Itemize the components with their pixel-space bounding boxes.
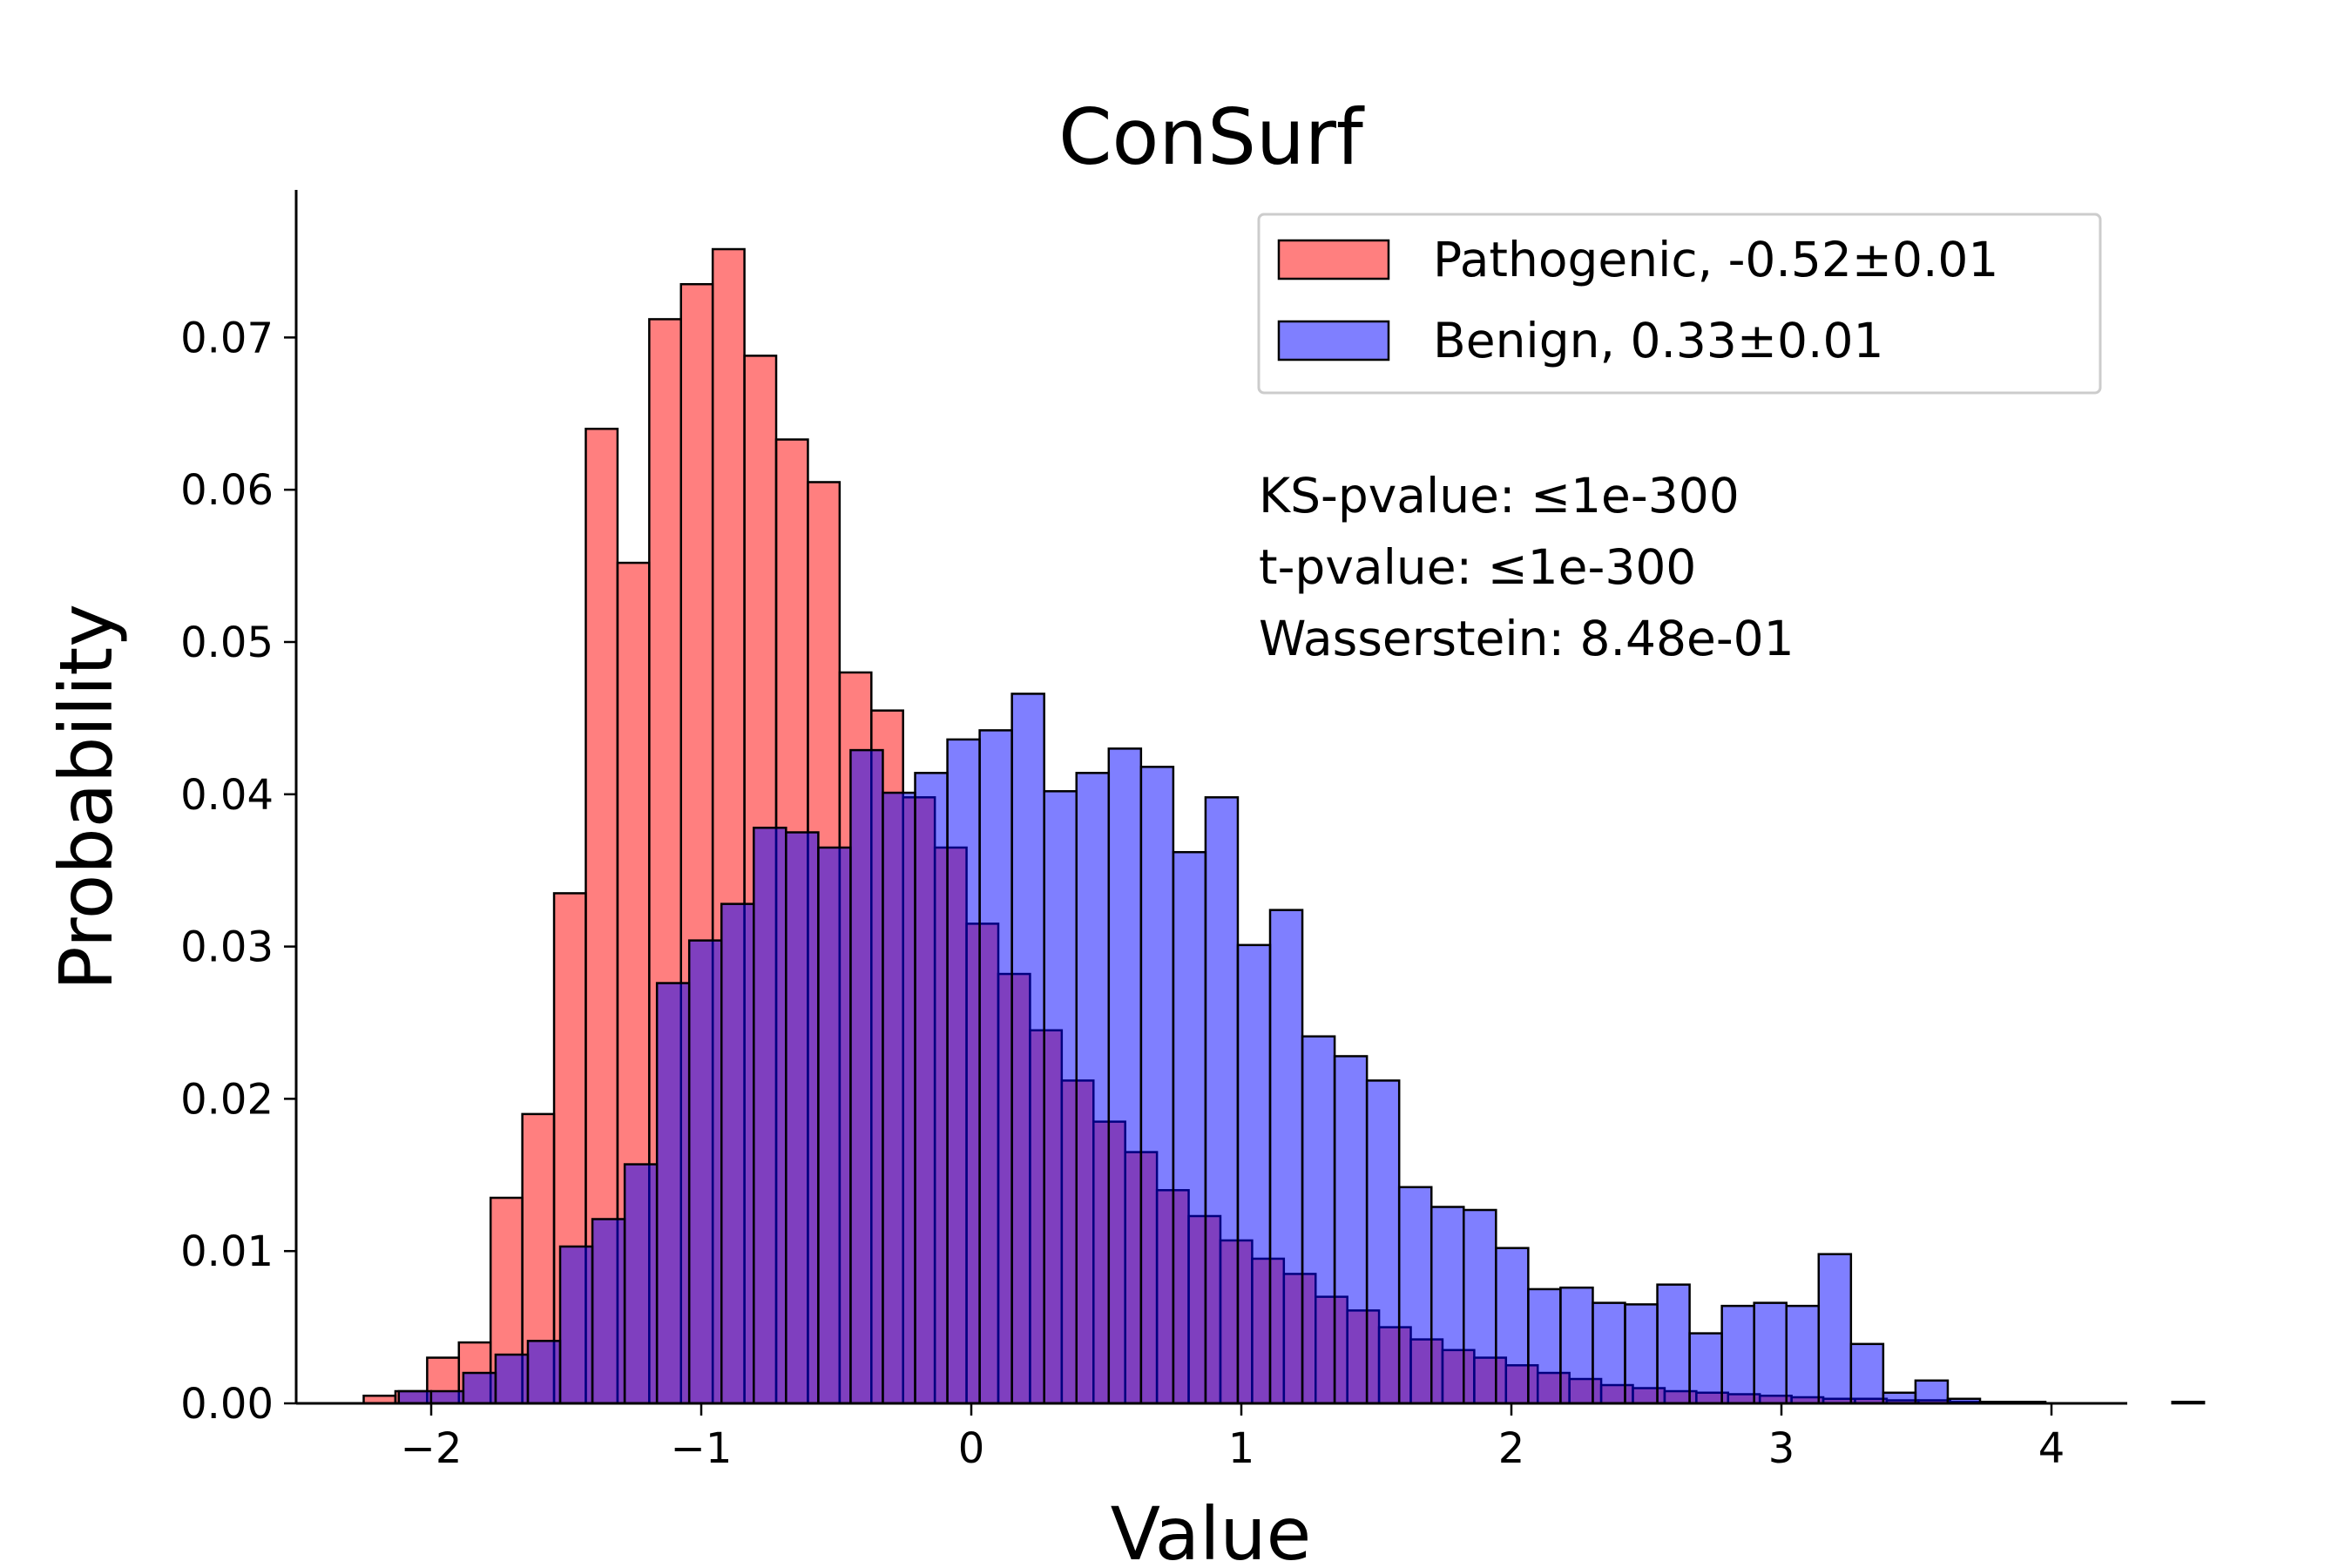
histogram-bar-benign xyxy=(526,1340,562,1405)
y-tick-label: 0.06 xyxy=(180,466,274,515)
histogram-bar-benign xyxy=(1333,1055,1369,1405)
y-axis-label: Probability xyxy=(44,604,129,990)
histogram-bar-benign xyxy=(1139,766,1175,1405)
x-tick-label: −2 xyxy=(401,1424,463,1473)
wasserstein-text: Wasserstein: 8.48e-01 xyxy=(1259,611,1794,666)
histogram-bar-benign xyxy=(1010,693,1045,1405)
x-tick-label: 2 xyxy=(1498,1424,1525,1473)
histogram-bar-benign xyxy=(1882,1391,1917,1405)
legend-label-benign: Benign, 0.33±0.01 xyxy=(1433,313,1883,368)
histogram-bar-benign xyxy=(1688,1332,1723,1405)
histogram-bar-benign xyxy=(1365,1079,1401,1405)
histogram-bar-benign xyxy=(1463,1208,1497,1405)
histogram-bar-benign xyxy=(753,827,787,1405)
histogram-bar-benign xyxy=(849,748,884,1405)
histogram-bar-benign xyxy=(1429,1206,1465,1405)
histogram-bars xyxy=(362,247,2206,1405)
y-tick-label: 0.01 xyxy=(180,1227,274,1276)
histogram-bar-benign xyxy=(1624,1303,1659,1405)
y-tick-label: 0.07 xyxy=(180,314,274,362)
histogram-bar-benign xyxy=(1914,1379,1950,1405)
y-tick-label: 0.04 xyxy=(180,771,274,820)
histogram-bar-benign xyxy=(1849,1342,1885,1405)
histogram-bar-benign xyxy=(1753,1301,1788,1405)
histogram-bar-benign xyxy=(558,1245,594,1405)
histogram-bar-benign xyxy=(623,1163,659,1405)
histogram-bar-benign xyxy=(1075,772,1111,1405)
legend-frame xyxy=(1257,213,2102,395)
histogram-bar-benign xyxy=(397,1389,433,1405)
x-tick-label: 4 xyxy=(2038,1424,2065,1473)
histogram-bar-benign xyxy=(1268,909,1304,1405)
legend-swatch-pathogenic xyxy=(1277,239,1390,280)
histogram-bar-benign xyxy=(882,791,916,1405)
histogram-bar-benign xyxy=(591,1218,626,1405)
histogram-bar-benign xyxy=(946,738,981,1405)
histogram-bar-benign xyxy=(462,1371,497,1405)
histogram-bar-benign xyxy=(1559,1286,1594,1405)
x-axis-ticks: −2 −1 0 1 2 3 4 xyxy=(401,1403,2065,1473)
ks-pvalue-text: KS-pvalue: ≤1e-300 xyxy=(1259,468,1740,524)
histogram-bar-benign xyxy=(494,1353,530,1405)
histogram-bar-benign xyxy=(1301,1035,1336,1405)
histogram-bar-benign xyxy=(978,729,1013,1405)
histogram-bar-pathogenic xyxy=(2171,1401,2206,1405)
y-tick-label: 0.00 xyxy=(180,1380,274,1429)
y-axis-ticks: 0.00 0.01 0.02 0.03 0.04 0.05 0.06 0.07 xyxy=(180,314,296,1429)
histogram-bar-benign xyxy=(655,982,691,1405)
histogram-bar-benign xyxy=(1397,1186,1433,1405)
t-pvalue-text: t-pvalue: ≤1e-300 xyxy=(1259,539,1696,595)
histogram-bar-benign xyxy=(1495,1247,1530,1405)
x-tick-label: 3 xyxy=(1768,1424,1795,1473)
y-tick-label: 0.05 xyxy=(180,618,274,667)
x-axis-label: Value xyxy=(1111,1491,1312,1568)
histogram-bar-benign xyxy=(1236,943,1272,1405)
histogram-bar-benign xyxy=(817,846,852,1405)
histogram-bar-benign xyxy=(1656,1283,1691,1405)
x-tick-label: −1 xyxy=(671,1424,733,1473)
y-tick-label: 0.02 xyxy=(180,1075,274,1124)
histogram-bar-benign xyxy=(1527,1288,1562,1405)
legend-label-pathogenic: Pathogenic, -0.52±0.01 xyxy=(1433,232,1998,287)
statistics-annotation: KS-pvalue: ≤1e-300 t-pvalue: ≤1e-300 Was… xyxy=(1259,468,1794,666)
histogram-bar-benign xyxy=(720,902,755,1405)
histogram-bar-benign xyxy=(1204,796,1240,1405)
legend-swatch-benign xyxy=(1277,320,1390,362)
histogram-bar-benign xyxy=(1107,747,1143,1405)
histogram-bar-benign xyxy=(1817,1253,1853,1405)
histogram-bar-benign xyxy=(1172,850,1207,1405)
histogram-bar-benign xyxy=(1043,790,1078,1405)
histogram-bar-benign xyxy=(687,939,723,1405)
legend: Pathogenic, -0.52±0.01 Benign, 0.33±0.01 xyxy=(1257,213,2102,395)
y-tick-label: 0.03 xyxy=(180,923,274,972)
x-tick-label: 1 xyxy=(1228,1424,1255,1473)
histogram-bar-benign xyxy=(429,1389,465,1405)
histogram-bar-benign xyxy=(1785,1304,1821,1405)
histogram-bar-benign xyxy=(1592,1301,1626,1405)
histogram-bar-benign xyxy=(914,772,949,1405)
histogram-bar-benign xyxy=(1720,1304,1755,1405)
x-tick-label: 0 xyxy=(958,1424,985,1473)
chart-title: ConSurf xyxy=(1058,92,1365,182)
histogram-bar-benign xyxy=(785,831,820,1405)
